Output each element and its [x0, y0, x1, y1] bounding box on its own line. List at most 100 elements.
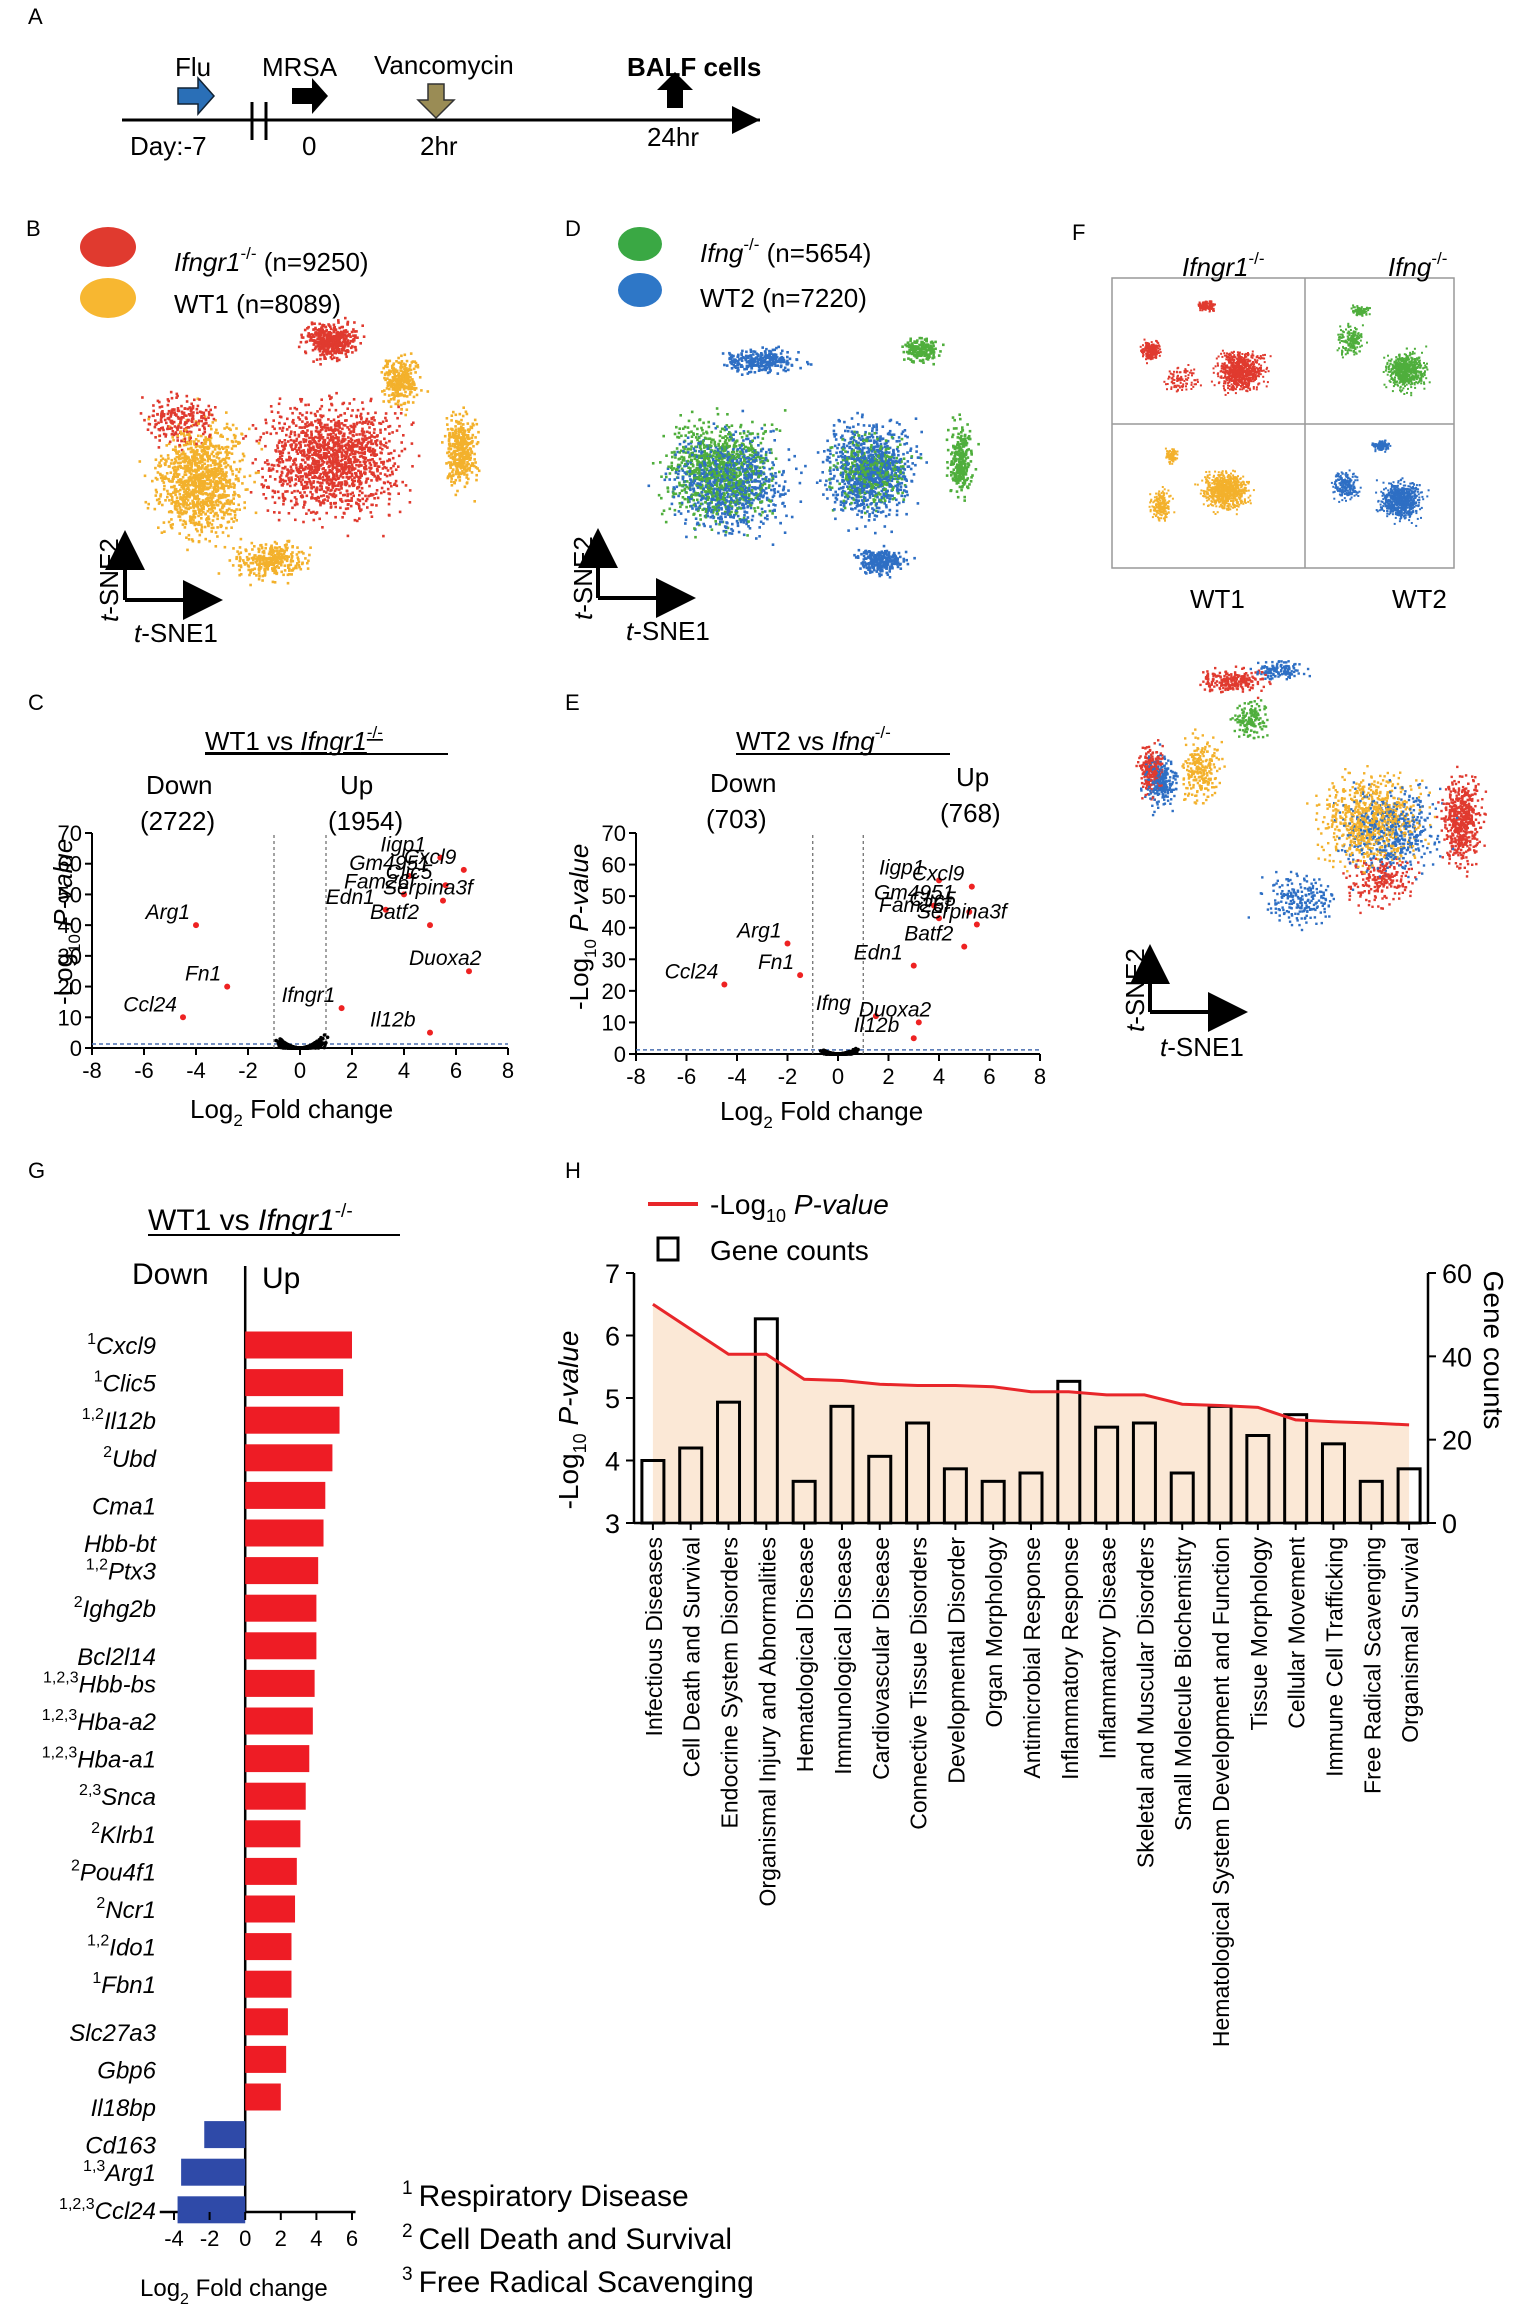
event-balf-label: BALF cells	[627, 52, 761, 82]
bar	[245, 1933, 292, 1961]
facet-grid-border	[1111, 277, 1455, 569]
x-tick-label: -2	[238, 1058, 258, 1083]
panel-label-b: B	[26, 216, 41, 241]
category-label: Hematological Disease	[792, 1537, 818, 1772]
bar-label: 1,2,3Ccl24	[59, 2196, 156, 2225]
panel-h: H -Log10 P-value Gene counts 3 4 5 6 7 0 20 40 6…	[553, 1158, 1509, 2047]
up-label-e: Up	[956, 762, 989, 792]
panel-label-g: G	[28, 1158, 45, 1183]
panel-b: B Ifngr1-/- (n=9250) WT1 (n=8089) t-SNE2…	[26, 216, 481, 648]
gene-label: Duoxa2	[859, 998, 932, 1021]
bar	[245, 1857, 297, 1885]
bar	[245, 1707, 313, 1735]
bar	[245, 1782, 306, 1810]
y-tick-label: 20	[602, 979, 626, 1004]
gene-point	[968, 883, 975, 890]
x-tick-label: 4	[933, 1064, 945, 1089]
pvalue-line	[652, 1302, 1410, 1427]
y-tick-label: 50	[602, 884, 626, 909]
x-tick-label: 6	[450, 1058, 462, 1083]
tsne-plot-d	[647, 336, 980, 579]
h-ylabel-right: Gene counts	[1478, 1271, 1509, 1430]
bar-label: 2Ubd	[103, 1444, 157, 1473]
tsne-plot-b	[138, 316, 481, 587]
bar-label: Gbp6	[97, 2057, 156, 2084]
y-tick-label: 0	[614, 1042, 626, 1067]
category-label: Inflammatory Disease	[1095, 1537, 1121, 1759]
gene-point	[406, 873, 413, 879]
bar	[181, 2158, 246, 2186]
event-vancomycin-day: 2hr	[420, 131, 458, 161]
x-tick-label: 2	[346, 1058, 358, 1083]
category-label: Organismal Injury and Abnormalities	[754, 1537, 780, 1906]
bar	[245, 1406, 340, 1434]
panel-f: F Ifngr1-/- Ifng-/- WT1 WT2 t-SNE2 t-SNE…	[1072, 220, 1488, 1062]
event-vancomycin-label: Vancomycin	[374, 50, 514, 80]
bar	[245, 1331, 352, 1359]
category-label: Inflammatory Response	[1057, 1537, 1083, 1780]
gene-label: Fn1	[185, 963, 221, 986]
gene-label: Serpina3f	[383, 877, 475, 900]
bar	[245, 1669, 315, 1697]
gene-point	[224, 983, 231, 990]
gene-label: Iigp1	[380, 834, 426, 857]
tsne-facet-ifng	[1336, 304, 1431, 397]
event-mrsa-day: 0	[302, 131, 316, 161]
x-tick-label: 8	[1034, 1064, 1046, 1089]
footnote-3: 3 Free Radical Scavenging	[402, 2264, 754, 2299]
flu-arrow-icon	[177, 76, 216, 116]
gene-point	[338, 1005, 345, 1012]
gene-label: Ccl24	[665, 961, 719, 984]
mrsa-arrow-icon	[292, 78, 328, 114]
panel-label-f: F	[1072, 220, 1085, 245]
event-balf-day: 24hr	[647, 122, 699, 152]
panel-d: D Ifng-/- (n=5654) WT2 (n=7220) t-SNE2 t…	[565, 216, 980, 646]
category-label: Developmental Disorder	[943, 1537, 969, 1784]
x-tick-label: 0	[294, 1058, 306, 1083]
bar-label: 1Clic5	[94, 1369, 157, 1398]
volcano-plot-c: -8 -6 -4 -2 0 2 4 6 8 0 10 20 30 40 50 60 70 Iigp1Cxcl9Gm…	[58, 821, 515, 1083]
gene-label: Ifng	[816, 992, 851, 1015]
bar-label: Cd163	[85, 2133, 156, 2160]
bar-label: Cma1	[92, 1493, 156, 1520]
legend-line-label: -Log10 P-value	[710, 1189, 889, 1226]
gene-label: Duoxa2	[409, 947, 482, 970]
x-tick-label: 6	[346, 2226, 358, 2251]
y-tick-label-right: 20	[1442, 1426, 1472, 1456]
legend-ifng: Ifng-/- (n=5654)	[700, 235, 871, 268]
x-tick-label: -4	[164, 2226, 184, 2251]
bar-label: Hbb-bt	[84, 1531, 157, 1558]
balf-arrow-icon	[657, 72, 693, 108]
bar-label: 2Pou4f1	[71, 1857, 156, 1886]
category-label: Connective Tissue Disorders	[906, 1537, 932, 1830]
y-tick-label: 70	[602, 821, 626, 846]
category-label: Small Molecule Biochemistry	[1170, 1537, 1196, 1831]
timeline-arrowhead	[732, 106, 760, 134]
gene-point	[721, 981, 728, 988]
y-tick-label: 30	[602, 947, 626, 972]
bar	[245, 1369, 344, 1397]
gene-point	[427, 922, 433, 929]
tsne-combined	[1135, 660, 1488, 932]
bar	[245, 2045, 287, 2073]
x-tick-label: -6	[677, 1064, 697, 1089]
y-tick-label: 60	[602, 853, 626, 878]
panel-e: E WT2 vs Ifng-/- Down (703) Up (768) -8-…	[564, 690, 1046, 1132]
bar	[245, 1557, 319, 1585]
y-tick-label-right: 40	[1442, 1342, 1472, 1372]
bar-label: 2Ncr1	[96, 1895, 156, 1924]
category-label: Tissue Morphology	[1246, 1537, 1272, 1731]
gene-point	[915, 1019, 922, 1026]
bar	[245, 1895, 296, 1923]
x-tick-label: 2	[275, 2226, 287, 2251]
footnote-1: 1 Respiratory Disease	[402, 2178, 689, 2213]
gene-label: Cxcl9	[912, 863, 965, 886]
y-tick-label-left: 5	[605, 1384, 620, 1414]
x-tick-label: 6	[983, 1064, 995, 1089]
bar	[245, 1745, 310, 1773]
bar	[245, 1519, 324, 1547]
y-tick-label: 70	[58, 821, 82, 846]
category-label: Skeletal and Muscular Disorders	[1132, 1537, 1158, 1868]
down-label-e: Down	[710, 768, 776, 798]
